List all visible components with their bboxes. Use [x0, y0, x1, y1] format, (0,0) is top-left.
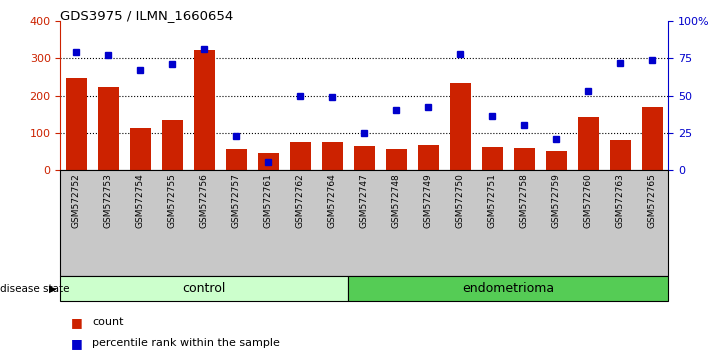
Text: control: control: [183, 282, 226, 295]
Bar: [258, 153, 279, 170]
Bar: [482, 147, 503, 170]
Bar: [514, 148, 535, 170]
Bar: [162, 120, 183, 170]
Bar: [130, 128, 151, 170]
Text: GSM572748: GSM572748: [392, 173, 401, 228]
Text: GSM572756: GSM572756: [200, 173, 209, 228]
Bar: [546, 150, 567, 170]
Text: GSM572747: GSM572747: [360, 173, 369, 228]
Bar: [418, 145, 439, 170]
Bar: [322, 142, 343, 170]
Text: GSM572765: GSM572765: [648, 173, 657, 228]
Text: GSM572759: GSM572759: [552, 173, 561, 228]
Text: GSM572755: GSM572755: [168, 173, 177, 228]
Bar: [578, 117, 599, 170]
Text: GSM572764: GSM572764: [328, 173, 337, 228]
Bar: [66, 78, 87, 170]
Text: GSM572753: GSM572753: [104, 173, 113, 228]
Text: percentile rank within the sample: percentile rank within the sample: [92, 338, 280, 348]
Text: disease state: disease state: [0, 284, 70, 293]
Bar: [642, 107, 663, 170]
Text: GSM572752: GSM572752: [72, 173, 81, 228]
Text: GSM572757: GSM572757: [232, 173, 241, 228]
Bar: [98, 87, 119, 170]
Text: GSM572750: GSM572750: [456, 173, 465, 228]
Text: endometrioma: endometrioma: [462, 282, 555, 295]
Text: GDS3975 / ILMN_1660654: GDS3975 / ILMN_1660654: [60, 9, 234, 22]
Text: GSM572754: GSM572754: [136, 173, 145, 228]
Text: ■: ■: [71, 316, 87, 329]
Bar: [450, 82, 471, 170]
Text: GSM572763: GSM572763: [616, 173, 625, 228]
Text: GSM572760: GSM572760: [584, 173, 593, 228]
Bar: [226, 149, 247, 170]
Text: count: count: [92, 317, 124, 327]
Bar: [610, 140, 631, 170]
Text: GSM572751: GSM572751: [488, 173, 497, 228]
Bar: [386, 149, 407, 170]
Text: GSM572761: GSM572761: [264, 173, 273, 228]
Text: GSM572762: GSM572762: [296, 173, 305, 228]
Bar: [290, 142, 311, 170]
Bar: [354, 146, 375, 170]
Bar: [194, 50, 215, 170]
Text: ▶: ▶: [49, 284, 57, 293]
Text: GSM572749: GSM572749: [424, 173, 433, 228]
Text: ■: ■: [71, 337, 87, 350]
Text: GSM572758: GSM572758: [520, 173, 529, 228]
